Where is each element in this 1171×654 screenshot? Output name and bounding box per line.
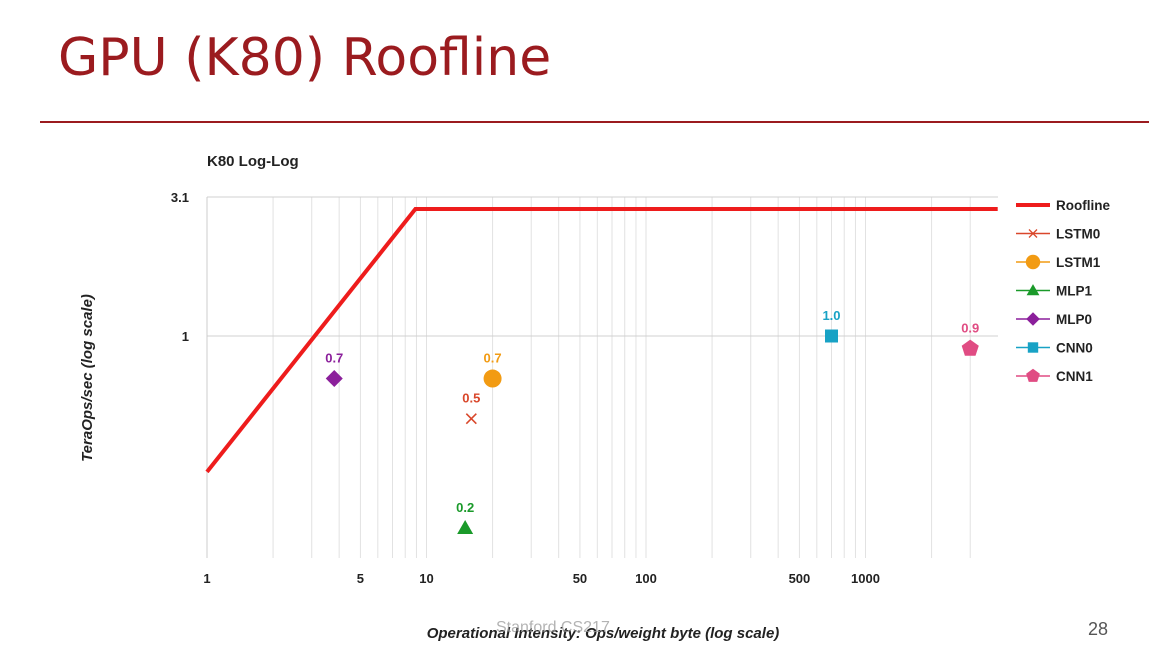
legend-label: Roofline xyxy=(1056,198,1110,213)
watermark: Stanford CS217 xyxy=(496,619,610,636)
x-tick-label: 1000 xyxy=(851,571,880,586)
data-label-lstm1: 0.7 xyxy=(484,351,502,366)
y-tick-label: 1 xyxy=(182,329,189,344)
legend-marker xyxy=(1027,342,1039,353)
legend-item-cnn1: CNN1 xyxy=(1016,368,1093,384)
legend-label: LSTM0 xyxy=(1056,227,1100,242)
point-mlp0 xyxy=(325,370,343,388)
point-lstm1 xyxy=(483,369,502,388)
slide-title: GPU (K80) Roofline xyxy=(58,28,552,88)
data-layer: 0.5 0.7 0.2 0.7 1.0 0.9 xyxy=(205,207,998,534)
legend-label: CNN1 xyxy=(1056,369,1093,384)
legend-marker xyxy=(1028,229,1038,238)
legend-label: CNN0 xyxy=(1056,341,1093,356)
legend-item-lstm0: LSTM0 xyxy=(1016,227,1100,242)
legend-item-roofline: Roofline xyxy=(1016,198,1110,213)
data-label-lstm0: 0.5 xyxy=(462,391,480,406)
x-axis-title: Operational Intensity: Ops/weight byte (… xyxy=(427,625,780,642)
axis-layer: K80 Log-Log 1 3.1 1 5 10 50 100 500 1000 Operation… xyxy=(79,153,880,642)
x-tick-label: 500 xyxy=(789,571,811,586)
point-cnn0 xyxy=(824,329,838,343)
x-tick-label: 10 xyxy=(419,571,433,586)
legend-marker xyxy=(1026,312,1040,326)
legend-marker xyxy=(1025,254,1041,270)
legend-label: MLP1 xyxy=(1056,284,1092,299)
x-tick-label: 1 xyxy=(203,571,210,586)
legend-item-cnn0: CNN0 xyxy=(1016,341,1093,356)
legend-label: MLP0 xyxy=(1056,312,1092,327)
legend-item-mlp0: MLP0 xyxy=(1016,312,1092,327)
legend: Roofline LSTM0 LSTM1 MLP1 MLP0 CNN0 CNN1 xyxy=(1016,198,1110,384)
x-tick-label: 5 xyxy=(357,571,364,586)
data-label-mlp0: 0.7 xyxy=(325,351,343,366)
data-label-cnn1: 0.9 xyxy=(961,321,979,336)
data-label-mlp1: 0.2 xyxy=(456,500,474,515)
x-tick-label: 100 xyxy=(635,571,657,586)
y-axis-title: TeraOps/sec (log scale) xyxy=(79,294,96,462)
point-cnn1 xyxy=(961,339,979,356)
grid-layer xyxy=(207,196,998,558)
x-tick-label: 50 xyxy=(573,571,587,586)
title-divider xyxy=(40,121,1149,123)
point-mlp1 xyxy=(457,519,474,534)
legend-marker xyxy=(1026,284,1040,296)
page-number: 28 xyxy=(1088,619,1109,639)
legend-item-mlp1: MLP1 xyxy=(1016,284,1092,299)
legend-marker xyxy=(1026,368,1040,382)
legend-label: LSTM1 xyxy=(1056,255,1101,270)
roofline-line xyxy=(205,207,998,474)
point-lstm0 xyxy=(465,413,477,425)
chart-title: K80 Log-Log xyxy=(207,153,299,170)
legend-item-lstm1: LSTM1 xyxy=(1016,254,1101,270)
y-tick-label: 3.1 xyxy=(171,190,189,205)
data-label-cnn0: 1.0 xyxy=(822,308,840,323)
